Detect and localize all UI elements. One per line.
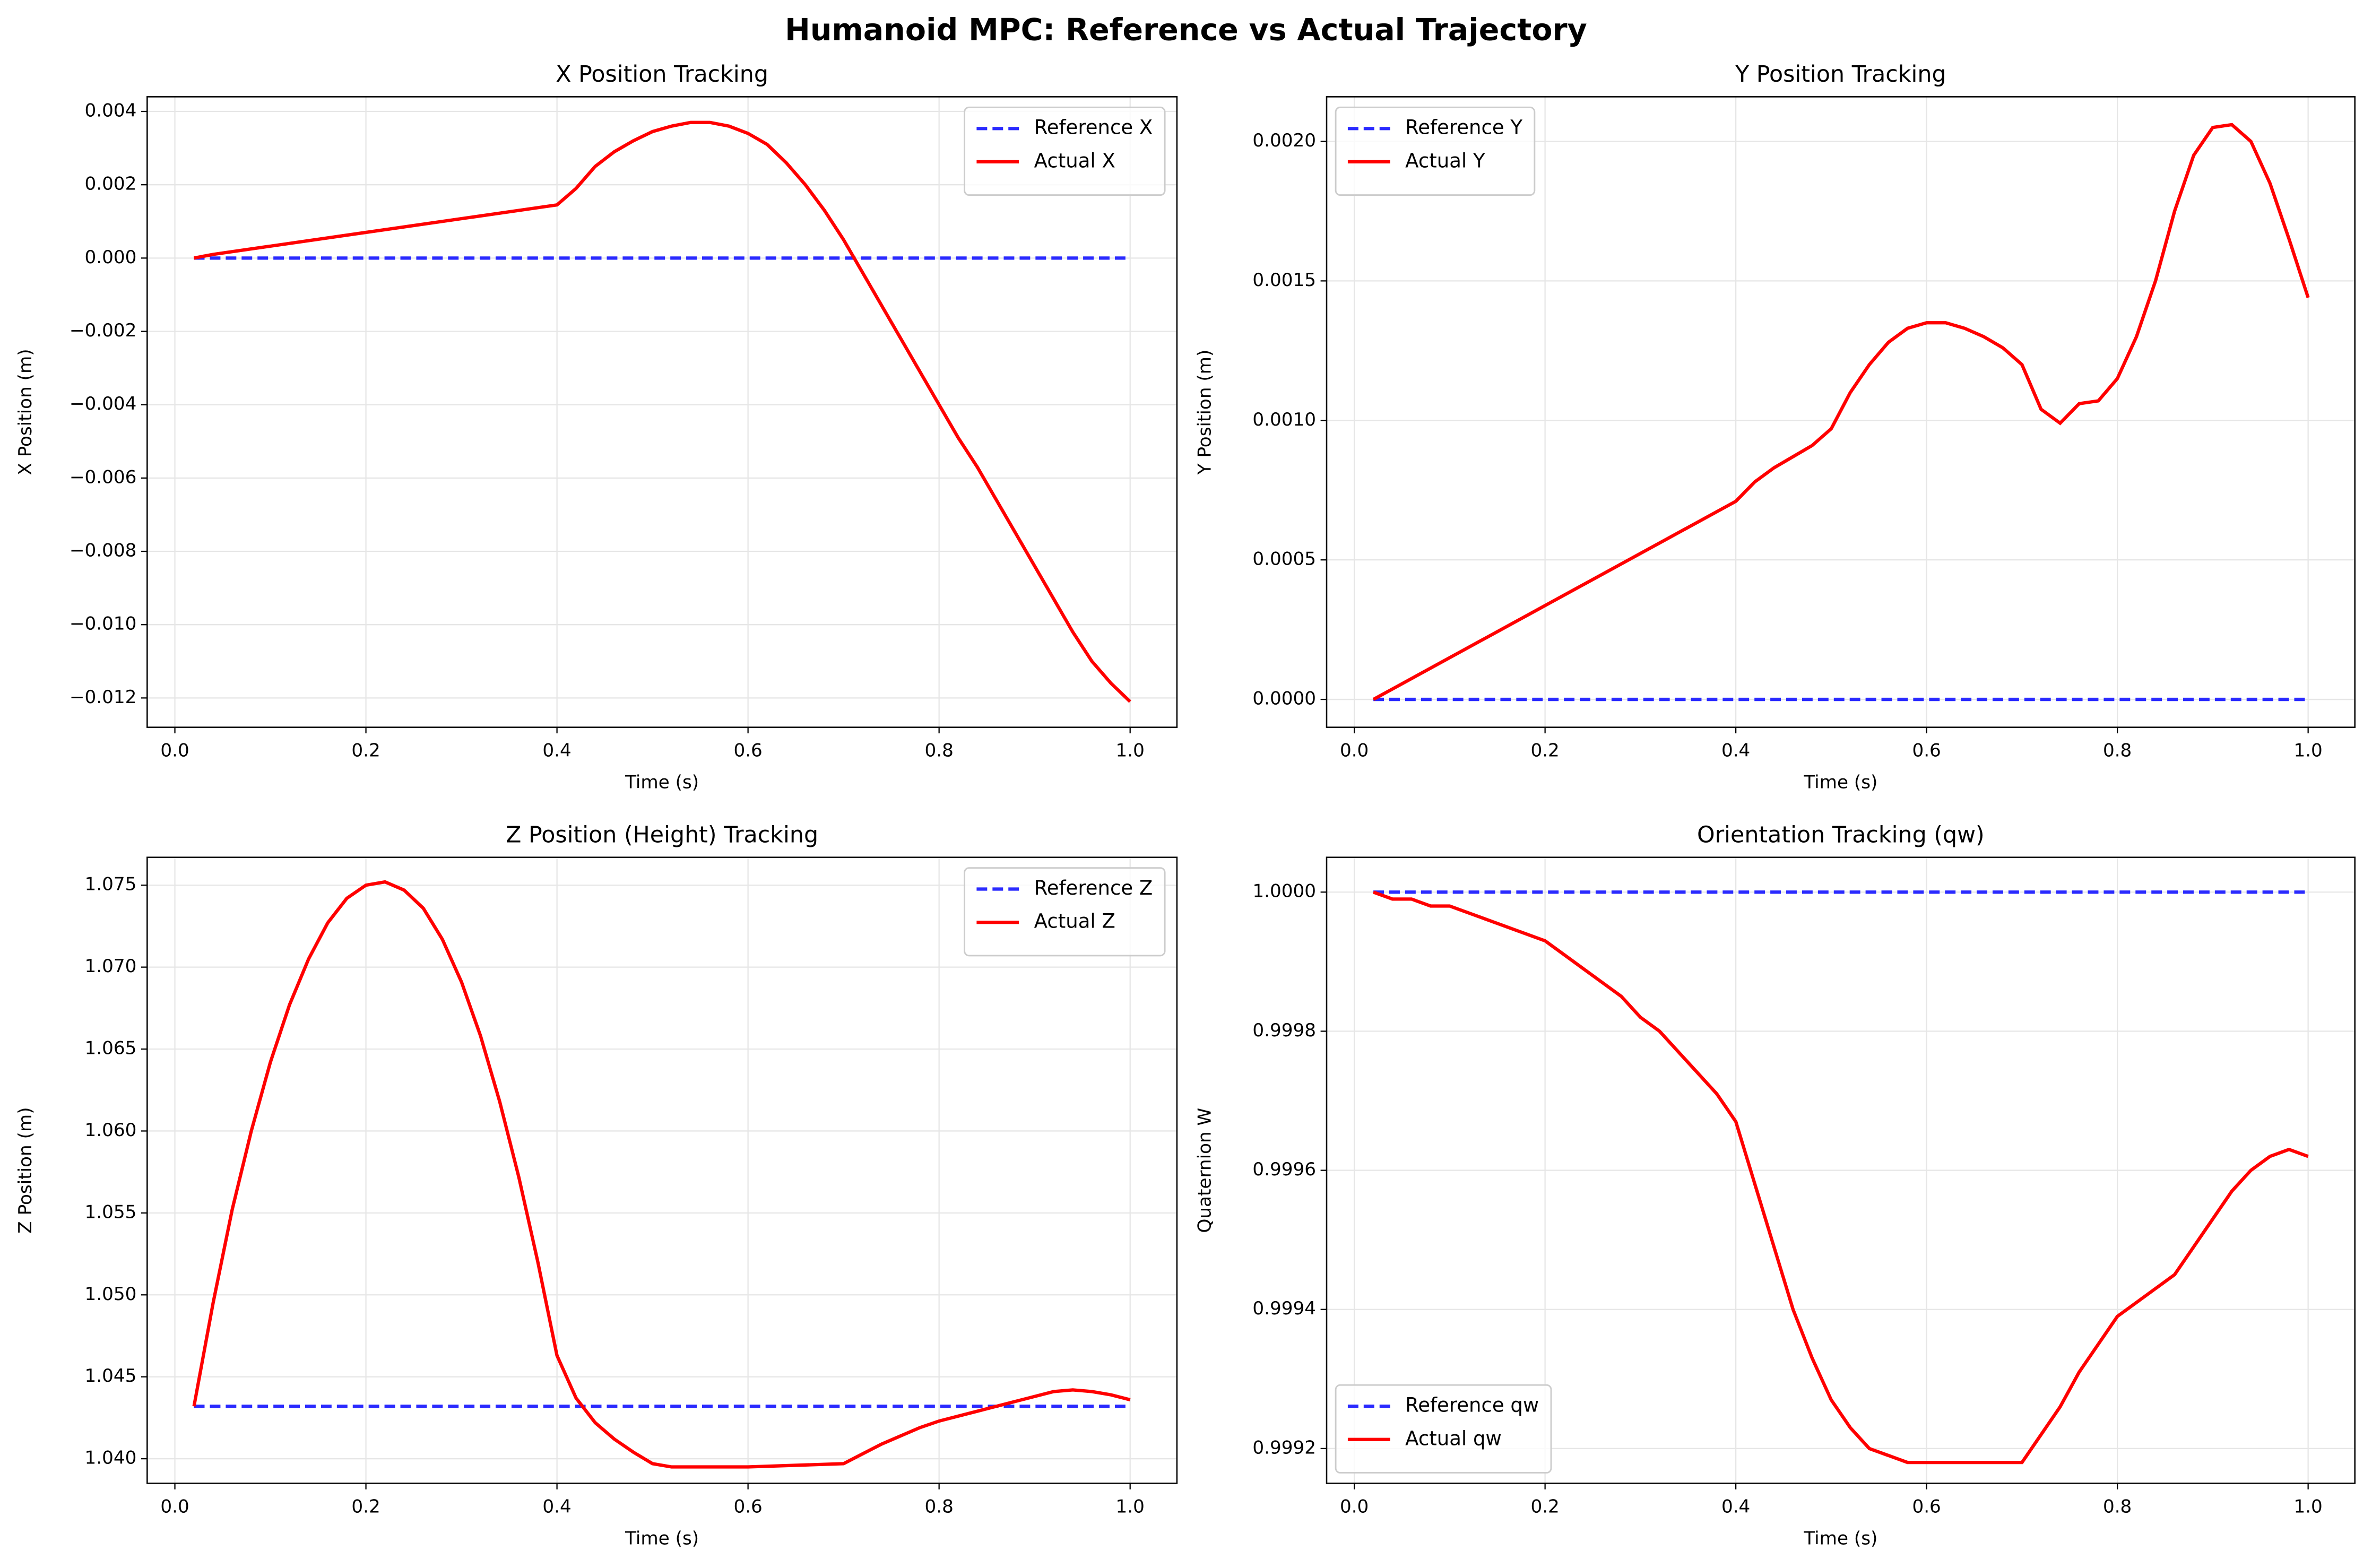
y-tick-label: 0.9992 <box>1252 1437 1316 1458</box>
legend: Reference qw Actual qw <box>1335 1384 1552 1474</box>
x-tick-label: 0.8 <box>924 1496 953 1518</box>
y-axis-label: Z Position (m) <box>15 1107 36 1233</box>
x-tick-label: 0.8 <box>2103 740 2132 761</box>
y-tick-label: 1.070 <box>85 956 137 977</box>
y-tick-label: 1.040 <box>85 1448 137 1469</box>
legend-label: Reference qw <box>1405 1394 1539 1417</box>
x-tick-label: 0.2 <box>351 1496 380 1518</box>
x-tick-label: 0.2 <box>351 740 380 761</box>
y-tick-label: −0.008 <box>70 540 137 561</box>
subplot-title: Y Position Tracking <box>1735 61 1946 88</box>
legend-label: Actual Z <box>1034 910 1115 933</box>
legend-label: Reference Z <box>1034 877 1153 899</box>
legend-label: Reference X <box>1034 116 1153 139</box>
y-tick-label: 1.045 <box>85 1365 137 1387</box>
y-axis-label: Y Position (m) <box>1194 350 1216 475</box>
x-tick-label: 0.8 <box>2103 1496 2132 1518</box>
legend-label: Reference Y <box>1405 116 1522 139</box>
y-tick-label: 1.050 <box>85 1284 137 1305</box>
x-tick-label: 0.8 <box>924 740 953 761</box>
series-line <box>192 880 1131 1469</box>
x-tick-label: 0.0 <box>1340 740 1369 761</box>
x-axis-label: Time (s) <box>1803 1528 1877 1549</box>
x-tick-label: 0.4 <box>1721 1496 1750 1518</box>
x-tick-label: 0.0 <box>160 1496 189 1518</box>
legend-label: Actual X <box>1034 149 1115 172</box>
y-tick-label: 0.002 <box>85 174 137 195</box>
y-tick-label: 1.0000 <box>1252 881 1316 902</box>
plot-frame <box>1326 96 2356 728</box>
y-tick-label: 0.9994 <box>1252 1298 1316 1319</box>
x-tick-label: 1.0 <box>2293 740 2322 761</box>
y-tick-label: 1.065 <box>85 1038 137 1059</box>
x-tick-label: 0.4 <box>542 1496 571 1518</box>
x-tick-label: 0.0 <box>160 740 189 761</box>
x-tick-label: 1.0 <box>2293 1496 2322 1518</box>
plot-frame <box>146 856 1178 1484</box>
y-tick-label: 1.055 <box>85 1201 137 1223</box>
legend: Reference X Actual X <box>964 106 1166 196</box>
plot-frame <box>1326 856 2356 1484</box>
y-tick-label: 0.9998 <box>1252 1020 1316 1041</box>
x-axis-label: Time (s) <box>1803 772 1877 793</box>
series-line <box>1373 890 2309 1465</box>
y-tick-label: 0.0015 <box>1252 270 1316 291</box>
legend: Reference Z Actual Z <box>964 867 1166 957</box>
y-tick-label: 0.000 <box>85 247 137 268</box>
y-tick-label: 0.004 <box>85 100 137 122</box>
x-axis-label: Time (s) <box>625 772 699 793</box>
y-axis-label: X Position (m) <box>15 349 36 475</box>
subplot-title: Orientation Tracking (qw) <box>1697 821 1985 848</box>
legend: Reference Y Actual Y <box>1335 106 1536 196</box>
x-tick-label: 0.6 <box>1912 1496 1941 1518</box>
x-tick-label: 0.2 <box>1530 1496 1559 1518</box>
plot-frame <box>146 96 1178 728</box>
subplot-title: X Position Tracking <box>556 61 768 88</box>
x-tick-label: 0.6 <box>1912 740 1941 761</box>
x-axis-label: Time (s) <box>625 1528 699 1549</box>
y-axis-label: Quaternion W <box>1194 1108 1216 1233</box>
y-tick-label: 0.9996 <box>1252 1159 1316 1180</box>
y-tick-label: 0.0000 <box>1252 688 1316 709</box>
y-tick-label: −0.010 <box>70 613 137 635</box>
y-tick-label: 0.0005 <box>1252 549 1316 570</box>
x-tick-label: 1.0 <box>1116 1496 1145 1518</box>
legend-label: Actual Y <box>1405 149 1485 172</box>
series-line <box>1372 123 2310 701</box>
y-tick-label: 0.0010 <box>1252 409 1316 430</box>
x-tick-label: 0.6 <box>733 1496 762 1518</box>
series-line <box>193 120 1131 703</box>
y-tick-label: −0.002 <box>70 320 137 341</box>
y-tick-label: 1.060 <box>85 1120 137 1141</box>
x-tick-label: 0.4 <box>1721 740 1750 761</box>
legend-label: Actual qw <box>1405 1427 1502 1450</box>
x-tick-label: 1.0 <box>1116 740 1145 761</box>
y-tick-label: −0.004 <box>70 393 137 414</box>
y-tick-label: −0.006 <box>70 466 137 488</box>
y-tick-label: 1.075 <box>85 874 137 895</box>
y-tick-label: 0.0020 <box>1252 130 1316 151</box>
y-tick-label: −0.012 <box>70 687 137 708</box>
figure-title: Humanoid MPC: Reference vs Actual Trajec… <box>785 12 1587 47</box>
subplot-title: Z Position (Height) Tracking <box>506 821 818 848</box>
x-tick-label: 0.2 <box>1530 740 1559 761</box>
x-tick-label: 0.0 <box>1340 1496 1369 1518</box>
x-tick-label: 0.6 <box>733 740 762 761</box>
x-tick-label: 0.4 <box>542 740 571 761</box>
